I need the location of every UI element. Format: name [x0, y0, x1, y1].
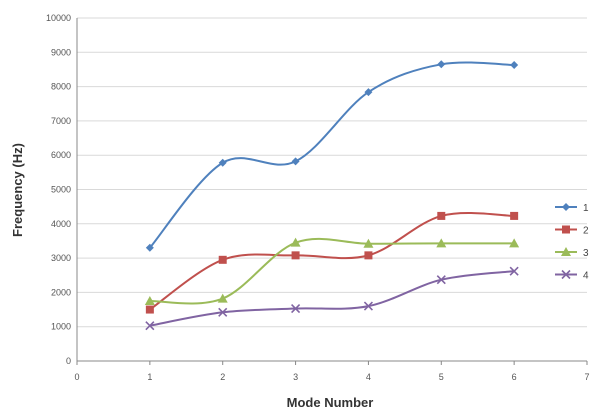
series-2	[145, 211, 519, 314]
data-point-diamond	[364, 88, 373, 97]
data-point-triangle	[217, 293, 228, 303]
data-point-diamond	[562, 203, 570, 211]
data-point-square	[437, 211, 446, 220]
axes	[76, 18, 588, 365]
legend-label: 4	[583, 271, 589, 282]
y-tick-label: 3000	[51, 253, 71, 263]
series-line-3	[149, 237, 515, 305]
legend-item-3: 3	[555, 247, 589, 259]
x-tick-label: 1	[147, 372, 152, 382]
data-point-triangle	[509, 238, 520, 248]
gridlines	[77, 17, 587, 328]
data-point-triangle	[363, 238, 374, 248]
data-point-diamond	[510, 60, 519, 69]
legend-label: 3	[583, 248, 589, 259]
series-3	[144, 237, 520, 305]
y-tick-labels: 0 1000 2000 3000 4000 5000 6000 7000 8000 9000 100…	[46, 13, 71, 366]
legend-item-1: 1	[555, 203, 589, 214]
data-point-diamond	[218, 158, 227, 167]
data-point-triangle	[290, 237, 301, 247]
x-tick-label: 2	[220, 372, 225, 382]
y-tick-label: 6000	[51, 150, 71, 160]
data-point-diamond	[145, 243, 154, 252]
legend-label: 2	[583, 226, 589, 237]
x-tick-label: 6	[512, 372, 517, 382]
data-point-square	[218, 255, 227, 264]
y-tick-label: 1000	[51, 322, 71, 332]
data-point-x	[145, 321, 155, 331]
data-point-x	[291, 303, 301, 314]
series-4	[145, 266, 519, 331]
data-point-diamond	[437, 60, 446, 69]
data-point-square	[291, 251, 300, 260]
y-tick-label: 2000	[51, 287, 71, 297]
series-group	[144, 60, 520, 331]
data-point-triangle	[561, 247, 571, 256]
x-tick-label: 3	[293, 372, 298, 382]
y-tick-label: 0	[66, 356, 71, 366]
data-point-x	[436, 275, 446, 285]
x-tick-label: 4	[366, 372, 371, 382]
data-point-triangle	[144, 295, 155, 305]
x-axis-title: Mode Number	[287, 395, 374, 410]
y-tick-label: 4000	[51, 219, 71, 229]
series-line-4	[149, 270, 515, 327]
y-tick-label: 10000	[46, 13, 71, 23]
legend-label: 1	[583, 203, 589, 214]
data-point-square	[364, 251, 373, 260]
data-point-square	[510, 211, 519, 220]
y-tick-label: 9000	[51, 47, 71, 57]
data-point-triangle	[436, 238, 447, 248]
x-tick-labels: 0 1 2 3 4 5 6 7	[74, 372, 589, 382]
data-point-diamond	[291, 157, 300, 166]
legend: 1 2 3 4	[555, 203, 589, 282]
legend-item-2: 2	[555, 225, 589, 237]
y-tick-label: 8000	[51, 82, 71, 92]
data-point-x	[218, 307, 228, 317]
legend-item-4: 4	[555, 269, 589, 282]
y-axis-title: Frequency (Hz)	[10, 143, 25, 237]
data-point-x	[561, 269, 571, 280]
data-point-x	[363, 301, 373, 311]
x-tick-label: 0	[74, 372, 79, 382]
x-tick-label: 7	[584, 372, 589, 382]
series-line-2	[149, 211, 515, 311]
data-point-x	[509, 266, 519, 276]
y-tick-label: 7000	[51, 116, 71, 126]
y-tick-label: 5000	[51, 185, 71, 195]
data-point-square	[145, 305, 154, 314]
series-1	[145, 60, 519, 252]
x-tick-label: 5	[439, 372, 444, 382]
data-point-square	[562, 225, 570, 234]
